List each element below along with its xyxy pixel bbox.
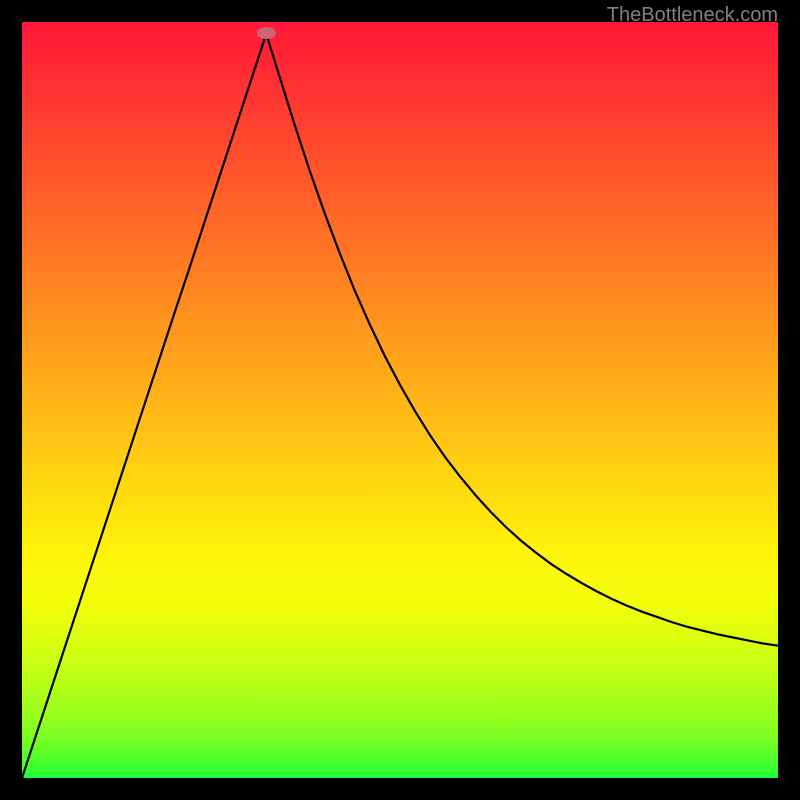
plot-area — [22, 22, 778, 778]
bottleneck-marker — [257, 27, 276, 39]
watermark-text: TheBottleneck.com — [607, 4, 778, 27]
bottleneck-curve — [22, 22, 778, 778]
chart-container: TheBottleneck.com — [0, 0, 800, 800]
